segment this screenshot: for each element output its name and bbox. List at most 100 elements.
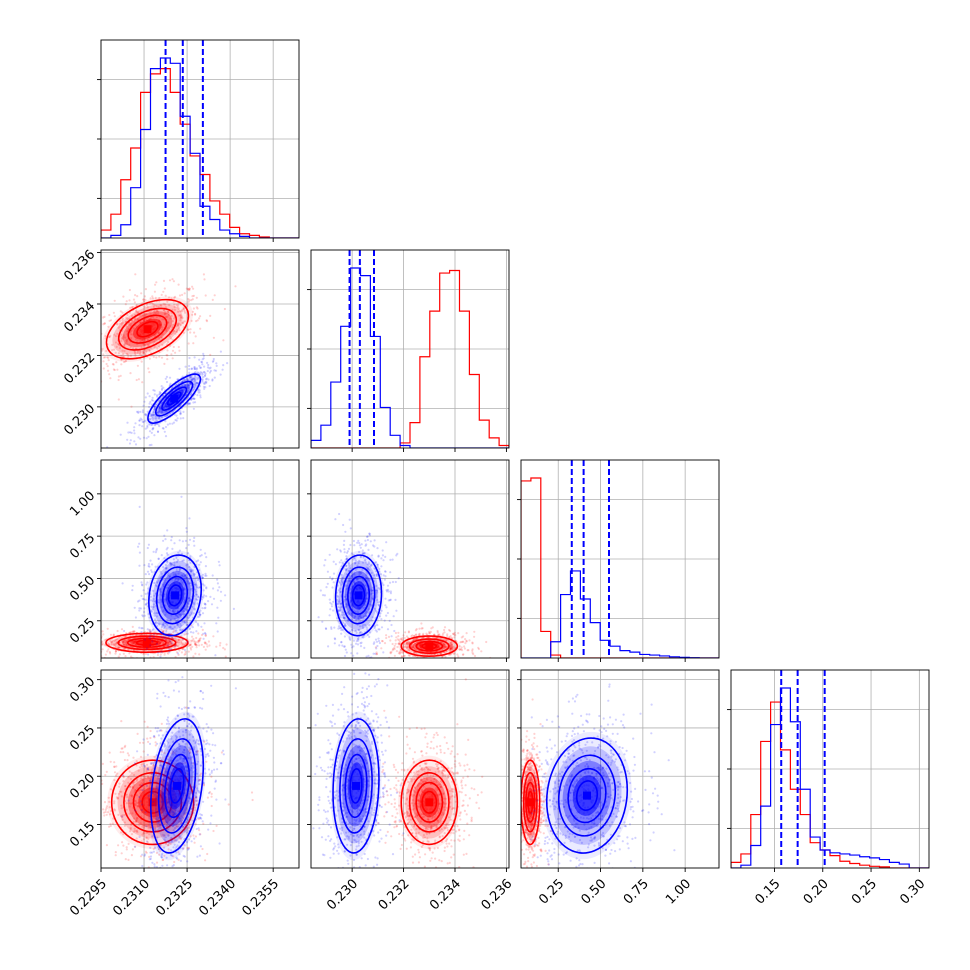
sample-point bbox=[157, 579, 160, 582]
sample-point bbox=[124, 303, 127, 306]
sample-point bbox=[406, 646, 409, 649]
sample-point bbox=[144, 413, 147, 416]
sample-point bbox=[154, 551, 157, 554]
sample-point bbox=[451, 646, 454, 650]
sample-point bbox=[450, 641, 453, 644]
sample-point bbox=[176, 609, 179, 612]
sample-point bbox=[449, 642, 452, 646]
sample-point bbox=[118, 319, 122, 323]
contour-red bbox=[105, 298, 190, 360]
sample-point bbox=[321, 620, 324, 623]
sample-point bbox=[105, 807, 108, 810]
sample-point bbox=[359, 645, 363, 648]
sample-point bbox=[101, 782, 104, 786]
sample-point bbox=[199, 833, 202, 836]
sample-point bbox=[195, 368, 198, 371]
sample-point bbox=[75, 652, 77, 654]
sample-point bbox=[453, 633, 456, 636]
sample-point bbox=[177, 618, 180, 621]
sample-point bbox=[167, 817, 170, 820]
sample-point bbox=[164, 294, 167, 297]
sample-point bbox=[163, 430, 166, 433]
sample-point bbox=[214, 654, 217, 657]
sample-point bbox=[345, 567, 348, 570]
sample-point bbox=[194, 335, 197, 338]
sample-point bbox=[193, 380, 196, 383]
sample-point bbox=[451, 643, 454, 647]
sample-point bbox=[49, 339, 51, 341]
sample-point bbox=[451, 648, 454, 651]
sample-point bbox=[338, 609, 341, 612]
sample-point bbox=[193, 366, 196, 369]
sample-point bbox=[178, 613, 181, 616]
sample-point bbox=[342, 616, 345, 619]
sample-point bbox=[170, 643, 174, 646]
sample-point bbox=[152, 603, 155, 606]
sample-point bbox=[166, 642, 169, 645]
sample-point bbox=[108, 319, 111, 322]
sample-point bbox=[341, 611, 345, 614]
sample-point bbox=[162, 623, 165, 626]
sample-point bbox=[358, 632, 361, 635]
sample-point bbox=[122, 833, 125, 836]
sample-point bbox=[141, 597, 144, 601]
sample-point bbox=[122, 344, 125, 347]
sample-point bbox=[179, 323, 182, 326]
sample-point bbox=[134, 422, 137, 425]
sample-point bbox=[356, 564, 359, 567]
sample-point bbox=[136, 600, 140, 603]
sample-point bbox=[385, 663, 387, 665]
sample-point bbox=[168, 376, 172, 379]
sample-point bbox=[428, 632, 431, 635]
sample-point bbox=[102, 633, 105, 636]
sample-point bbox=[193, 397, 196, 400]
sample-point bbox=[187, 582, 190, 585]
sample-point bbox=[199, 555, 202, 558]
sample-point bbox=[181, 321, 184, 325]
sample-point bbox=[163, 767, 166, 770]
sample-point bbox=[357, 615, 360, 618]
sample-point bbox=[348, 613, 351, 616]
sample-point bbox=[379, 573, 383, 576]
sample-point bbox=[163, 814, 166, 817]
sample-point bbox=[128, 652, 131, 655]
sample-point bbox=[183, 587, 186, 591]
sample-point bbox=[165, 566, 168, 570]
sample-point bbox=[402, 634, 405, 637]
sample-point bbox=[211, 298, 214, 301]
sample-point bbox=[386, 628, 390, 631]
sample-point bbox=[160, 396, 163, 399]
sample-point bbox=[161, 395, 164, 398]
sample-point bbox=[53, 651, 55, 653]
sample-point bbox=[371, 597, 375, 600]
sample-point bbox=[172, 609, 175, 613]
sample-point bbox=[124, 342, 127, 345]
sample-point bbox=[415, 633, 418, 636]
sample-point bbox=[134, 845, 137, 848]
sample-point bbox=[193, 376, 196, 379]
sample-point bbox=[169, 640, 172, 643]
sample-point bbox=[120, 831, 123, 834]
sample-point bbox=[162, 386, 165, 389]
sample-point bbox=[145, 317, 148, 321]
sample-point bbox=[429, 653, 432, 656]
sample-point bbox=[106, 446, 109, 448]
sample-point bbox=[146, 841, 149, 844]
sample-point bbox=[180, 574, 183, 577]
sample-point bbox=[134, 338, 137, 341]
sample-point bbox=[149, 736, 152, 740]
sample-point bbox=[178, 539, 181, 542]
sample-point bbox=[162, 566, 165, 569]
sample-point bbox=[152, 764, 155, 767]
sample-point bbox=[144, 288, 147, 291]
sample-point bbox=[127, 842, 130, 846]
sample-point bbox=[160, 572, 163, 575]
sample-point bbox=[133, 630, 136, 633]
sample-point bbox=[160, 625, 163, 629]
sample-point bbox=[195, 584, 198, 587]
sample-point bbox=[352, 558, 355, 561]
sample-point bbox=[354, 559, 357, 562]
sample-point bbox=[177, 314, 180, 317]
sample-point bbox=[190, 319, 193, 322]
sample-point bbox=[154, 415, 158, 418]
